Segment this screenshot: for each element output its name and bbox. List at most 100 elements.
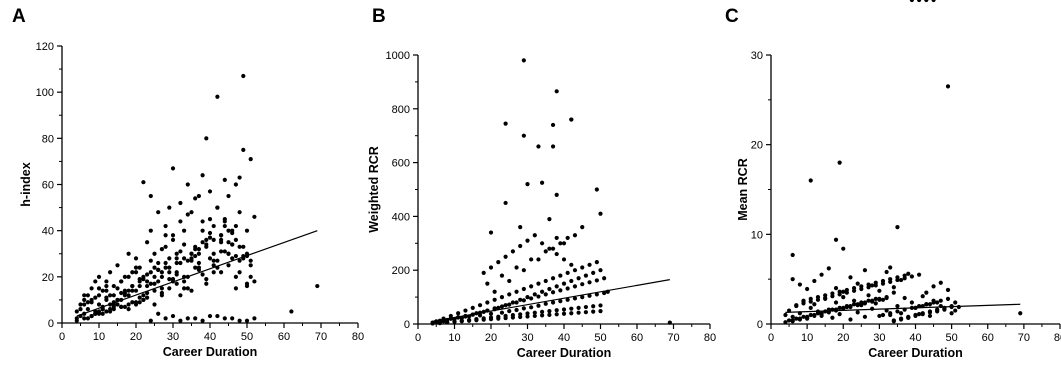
data-point: [583, 310, 589, 315]
data-point: [851, 302, 857, 307]
data-point: [540, 289, 545, 294]
data-point: [569, 278, 574, 284]
data-point: [594, 292, 599, 297]
data-point: [137, 283, 142, 289]
data-point: [167, 270, 172, 275]
data-point: [924, 0, 929, 3]
x-axis-label: Career Duration: [163, 345, 257, 359]
data-point: [100, 307, 105, 312]
data-point: [550, 276, 556, 281]
data-point: [565, 286, 570, 291]
data-point: [565, 235, 570, 241]
data-point: [510, 300, 515, 305]
data-point: [141, 180, 146, 185]
data-point: [185, 212, 190, 217]
data-point: [554, 312, 559, 317]
data-point: [492, 289, 497, 294]
data-point: [602, 276, 607, 281]
data-point: [207, 189, 213, 194]
data-point: [898, 311, 904, 316]
x-tick-label: 80: [704, 332, 716, 344]
data-point: [193, 265, 198, 270]
y-tick-label: 0: [404, 319, 410, 331]
data-point: [945, 287, 951, 293]
data-point: [873, 301, 878, 306]
data-point: [812, 312, 817, 318]
data-point: [873, 296, 878, 301]
data-point: [848, 303, 853, 309]
data-point: [178, 293, 183, 298]
data-point: [815, 295, 821, 300]
data-point: [163, 233, 168, 238]
x-tick-label: 20: [837, 332, 849, 344]
data-point: [96, 311, 102, 316]
data-point: [207, 217, 213, 222]
data-point: [219, 270, 224, 275]
data-point: [156, 311, 161, 316]
data-point: [891, 285, 896, 290]
y-tick-label: 0: [48, 318, 54, 330]
data-point: [241, 147, 246, 152]
data-point: [848, 275, 853, 280]
data-point: [906, 315, 911, 320]
data-point: [895, 303, 900, 309]
data-point: [178, 200, 183, 206]
data-point: [130, 283, 135, 289]
data-point: [565, 270, 570, 275]
data-point: [598, 308, 603, 314]
data-point: [499, 310, 505, 315]
data-point: [215, 205, 220, 210]
data-point: [837, 289, 842, 294]
data-point: [877, 313, 882, 319]
data-point: [133, 300, 139, 305]
data-point: [587, 280, 592, 285]
data-point: [211, 223, 216, 229]
x-tick-label: 30: [873, 332, 885, 344]
x-tick-label: 80: [1054, 332, 1061, 344]
data-point: [152, 302, 157, 307]
data-point: [148, 258, 153, 263]
data-point: [74, 318, 79, 323]
x-tick-label: 10: [801, 332, 813, 344]
data-point: [196, 247, 201, 252]
x-tick-label: 10: [93, 331, 105, 343]
data-point: [841, 289, 846, 294]
data-point: [200, 173, 205, 178]
data-point: [115, 302, 120, 307]
data-point: [931, 0, 936, 3]
data-point: [891, 319, 896, 324]
x-tick-label: 70: [315, 331, 327, 343]
data-point: [540, 241, 545, 246]
data-point: [193, 196, 198, 201]
data-point: [862, 268, 868, 273]
data-point: [572, 296, 578, 301]
data-point: [126, 307, 131, 312]
data-point: [185, 258, 190, 263]
data-point: [550, 122, 556, 128]
data-point: [554, 192, 559, 197]
data-point: [848, 317, 853, 322]
x-tick-label: 0: [59, 331, 65, 343]
data-point: [163, 244, 168, 249]
data-point: [193, 316, 198, 321]
data-point: [137, 265, 142, 270]
data-point: [927, 302, 933, 307]
data-point: [547, 312, 552, 317]
data-point: [459, 319, 464, 324]
data-point: [554, 235, 559, 241]
data-point: [851, 286, 857, 291]
data-point: [518, 297, 523, 302]
data-point: [510, 249, 515, 254]
data-point: [182, 242, 187, 247]
data-point: [141, 293, 146, 298]
data-point: [159, 286, 164, 291]
data-point: [507, 302, 512, 307]
panel-a: A 0 10 20 30 40 50 60 70 80 0 20 40 60 80 100 120 Career …: [12, 6, 364, 359]
data-point: [204, 242, 209, 247]
data-point: [115, 263, 120, 268]
y-tick-label: 60: [42, 180, 54, 192]
data-point: [178, 260, 183, 266]
data-point: [794, 316, 799, 321]
data-point: [783, 312, 788, 318]
data-point: [550, 144, 556, 149]
